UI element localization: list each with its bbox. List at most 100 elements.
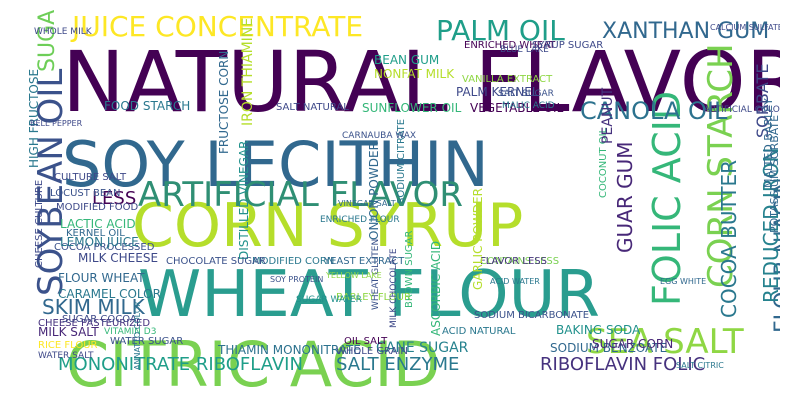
word-citric-acid: CITRIC ACID — [66, 328, 440, 400]
word-acid-natural: ACID NATURAL — [442, 326, 516, 337]
word-flour-wheat: FLOUR WHEAT — [58, 271, 145, 285]
word-juice-concentrate: JUICE CONCENTRATE — [70, 10, 363, 43]
word-onion-powder: ONION POWDER — [367, 142, 381, 240]
word-milk-salt: MILK SALT — [38, 325, 99, 339]
word-cocoa-butter: COCOA BUTTER — [717, 160, 741, 318]
word-artificial-color: ARTIFICIAL COLOR — [704, 105, 780, 115]
word-sodium-bicarbonate: SODIUM BICARBONATE — [474, 310, 589, 321]
word-salt-sugar: SALT SUGAR — [498, 89, 554, 99]
word-lactic-acid: LACTIC ACID — [60, 217, 136, 231]
word-water-salt: WATER SALT — [38, 351, 94, 361]
word-peanut: PEANUT — [600, 87, 616, 144]
word-culture-salt: CULTURE SALT — [54, 172, 127, 183]
word-sunflower-oil: SUNFLOWER OIL — [362, 101, 462, 115]
word-riboflavin-folic: RIBOFLAVIN FOLIC — [540, 354, 705, 375]
word-corn-starch: CORN STARCH — [701, 43, 741, 288]
word-xanthan-gum: XANTHAN GUM — [602, 19, 769, 44]
word-egg-white: EGG WHITE — [660, 277, 706, 286]
word-yellow-lake: YELLOW LAKE — [325, 271, 382, 280]
word-bean-gum: BEAN GUM — [374, 53, 439, 67]
word-milk-chocolate: MILK CHOCOLATE — [389, 248, 399, 328]
word-blue-lake: BLUE LAKE — [500, 45, 549, 55]
word-salt-natural: SALT NATURAL — [276, 102, 349, 113]
word-vanilla-extract: VANILLA EXTRACT — [462, 74, 553, 85]
word-syrup-sugar: SYRUP SUGAR — [532, 40, 603, 51]
word-palm-oil: PALM OIL — [436, 14, 565, 47]
word-less: LESS — [92, 188, 136, 209]
word-acid-water: ACID WATER — [490, 277, 540, 286]
word-whole-grain: WHOLE GRAIN — [336, 346, 408, 357]
word-cheese-culture: CHEESE CULTURE — [34, 180, 45, 268]
word-kernel-oil: KERNEL OIL — [66, 228, 125, 239]
word-thiamin-mononitrate: THIAMIN MONONITRATE — [217, 343, 361, 357]
word-salt-enzyme: SALT ENZYME — [336, 354, 459, 375]
word-malic-acid: MALIC ACID — [502, 101, 555, 111]
word-flour-niacin: FLOUR NIACIN — [771, 177, 780, 333]
word-ascorbic-acid: ASCORBIC ACID — [429, 241, 443, 336]
word-distilled-vinegar: DISTILLED VINEGAR — [237, 141, 251, 260]
word-sea-salt: SEA SALT — [586, 322, 744, 362]
word-soy-lecithin: SOY LECITHIN — [62, 128, 489, 201]
word-soybean-oil: SOYBEAN OIL — [31, 69, 71, 296]
word-malted-barley: MALTED BARLEY — [762, 98, 775, 188]
word-rice-flour: RICE FLOUR — [38, 340, 98, 351]
word-salt-citric: SALT CITRIC — [676, 361, 724, 370]
word-folic-acid: FOLIC ACID — [645, 91, 689, 306]
word-vinegar-salt: VINEGAR SALT — [338, 199, 396, 208]
word-carnauba-wax: CARNAUBA WAX — [342, 131, 416, 141]
word-coconut-oil: COCONUT OIL — [598, 127, 609, 198]
word-calcium-sulfate: CALCIUM SULFATE — [710, 23, 780, 32]
word-reduced-iron: REDUCED IRON — [759, 148, 780, 303]
word-garlic-powder: GARLIC POWDER — [471, 188, 485, 290]
word-annatto-color: ANNATTO COLOR — [133, 301, 142, 370]
word-milk-cheese: MILK CHEESE — [78, 251, 158, 265]
word-corn-syrup: CORN SYRUP — [132, 191, 523, 261]
word-contains-less: CONTAINS LESS — [480, 256, 559, 267]
word-food-starch: FOOD STARCH — [104, 99, 190, 113]
word-palm-kernel: PALM KERNEL — [456, 85, 539, 99]
word-enriched-flour: ENRICHED FLOUR — [320, 215, 400, 225]
word-wheat-flour: WHEAT FLOUR — [138, 258, 600, 332]
word-cane-sugar: CANE SUGAR — [376, 340, 469, 356]
word-enriched-wheat: ENRICHED WHEAT — [464, 40, 556, 51]
word-wheat-gluten: WHEAT GLUTEN — [371, 239, 381, 310]
word-cocoa-processed: COCOA PROCESSED — [54, 242, 155, 253]
word-chocolate-sugar: CHOCOLATE SUGAR — [166, 256, 266, 267]
word-fructose-corn: FRUCTOSE CORN — [217, 51, 231, 154]
word-cheese-pasteurized: CHEESE PASTEURIZED — [38, 318, 150, 329]
word-nonfat-milk: NONFAT MILK — [374, 67, 455, 81]
word-vegetable-oil: VEGETABLE OIL — [470, 101, 564, 115]
word-sugar-water: SUGAR WATER — [296, 295, 362, 305]
word-sugar: SUGAR — [35, 8, 60, 72]
word-modified-food: MODIFIED FOOD — [56, 202, 139, 213]
word-whole-milk: WHOLE MILK — [34, 27, 93, 37]
word-soy-protein: SOY PROTEIN — [270, 275, 323, 284]
word-flavor-less: FLAVOR LESS — [480, 256, 547, 267]
word-barley-flour: BARLEY FLOUR — [336, 292, 411, 303]
word-modified-corn: MODIFIED CORN — [252, 256, 334, 267]
word-high-fructose: HIGH FRUCTOSE — [27, 69, 41, 168]
word-sugar-cocoa: SUGAR COCOA — [62, 314, 137, 325]
word-sodium-citrate: SODIUM CITRATE — [396, 119, 407, 204]
word-canola-oil: CANOLA OIL — [580, 97, 728, 125]
word-sodium-benzoate: SODIUM BENZOATE — [550, 341, 667, 355]
word-natural-flavor: NATURAL FLAVOR — [62, 33, 780, 131]
word-guar-gum: GUAR GUM — [613, 142, 637, 253]
word-skim-milk: SKIM MILK — [42, 295, 146, 319]
word-sugar-corn: SUGAR CORN — [592, 337, 673, 351]
word-lemon-juice: LEMON JUICE — [60, 235, 139, 249]
word-locust-bean: LOCUST BEAN — [50, 188, 121, 199]
word-yeast-extract: YEAST EXTRACT — [323, 256, 405, 267]
word-iron-thiamine: IRON THIAMINE — [240, 18, 256, 126]
word-water-sugar: WATER SUGAR — [110, 336, 183, 347]
word-baking-soda: BAKING SODA — [556, 323, 641, 337]
word-mononitrate-riboflavin: MONONITRATE RIBOFLAVIN — [58, 354, 303, 375]
word-artificial-flavor: ARTIFICIAL FLAVOR — [138, 175, 463, 215]
word-vitamin-d3: VITAMIN D3 — [104, 327, 156, 337]
word-brown-sugar: BROWN SUGAR — [404, 231, 415, 308]
word-potassium-sorbate: POTASSIUM SORBATE — [768, 115, 780, 233]
word-bell-pepper: BELL PEPPER — [30, 119, 83, 128]
word-sorbate: SORBATE — [753, 64, 772, 138]
